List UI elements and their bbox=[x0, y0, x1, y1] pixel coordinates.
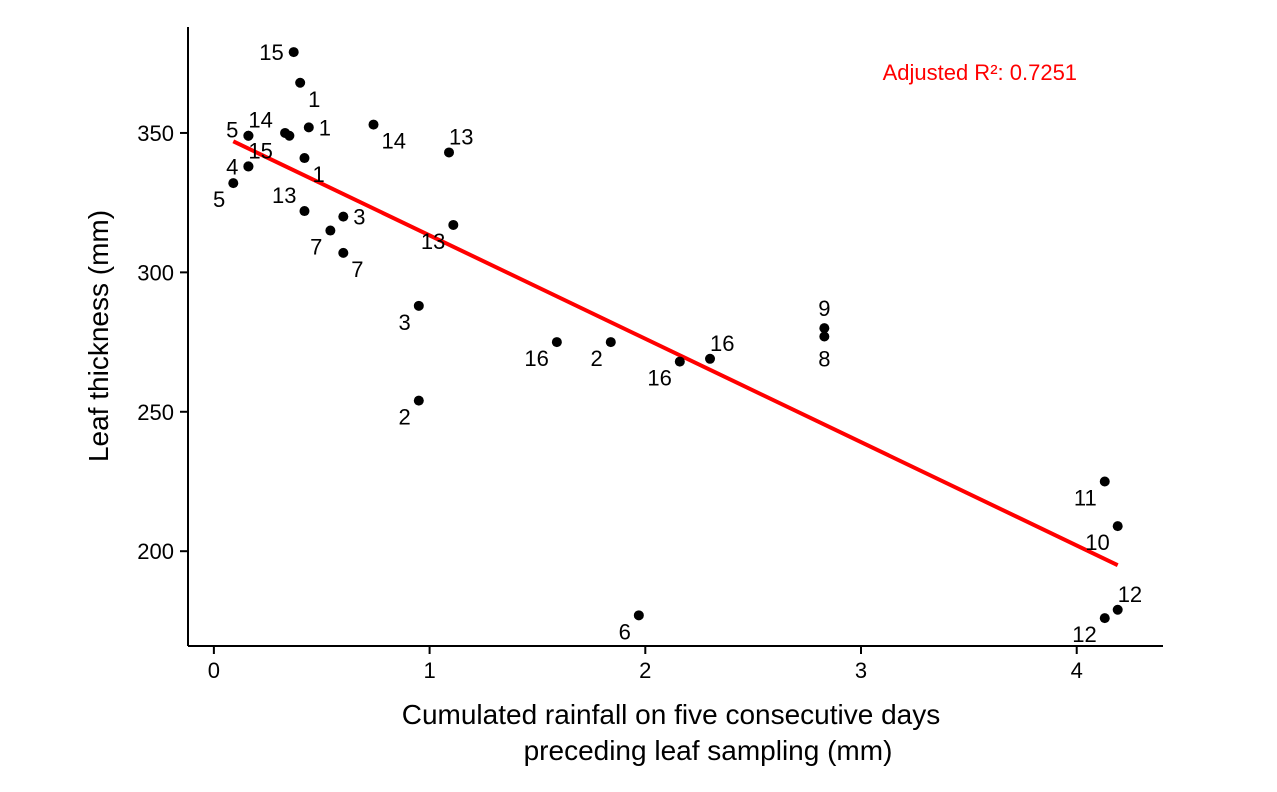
point-label-7: 14 bbox=[382, 129, 406, 154]
point-label-20: 16 bbox=[524, 346, 548, 371]
data-point-17 bbox=[448, 219, 459, 230]
data-point-26 bbox=[1099, 476, 1110, 487]
data-point-6 bbox=[284, 130, 295, 141]
data-point-1 bbox=[295, 77, 306, 88]
data-point-16 bbox=[338, 247, 349, 258]
point-label-15: 7 bbox=[310, 235, 322, 260]
data-point-23 bbox=[705, 353, 716, 364]
point-label-28: 12 bbox=[1118, 582, 1142, 607]
y-tick-label-2: 300 bbox=[137, 260, 174, 285]
data-point-20 bbox=[551, 337, 562, 348]
x-tick-label-2: 2 bbox=[639, 658, 651, 683]
data-point-29 bbox=[1099, 613, 1110, 624]
data-point-19 bbox=[413, 395, 424, 406]
x-ticks: 0 1 2 3 4 bbox=[208, 646, 1083, 683]
data-point-10 bbox=[243, 161, 254, 172]
data-point-7 bbox=[368, 119, 379, 130]
point-label-11: 1 bbox=[312, 162, 324, 187]
data-point-11 bbox=[299, 153, 310, 164]
point-label-19: 2 bbox=[399, 405, 411, 430]
point-label-8: 13 bbox=[449, 124, 473, 149]
point-label-14: 3 bbox=[353, 205, 365, 230]
point-label-21: 2 bbox=[591, 346, 603, 371]
point-label-17: 13 bbox=[421, 229, 445, 254]
data-point-2 bbox=[303, 122, 314, 133]
point-label-1: 1 bbox=[308, 87, 320, 112]
y-axis-title: Leaf thickness (mm) bbox=[83, 210, 114, 462]
point-label-23: 16 bbox=[710, 331, 734, 356]
y-tick-label-0: 200 bbox=[137, 539, 174, 564]
point-label-0: 15 bbox=[259, 40, 283, 65]
data-point-13 bbox=[299, 206, 310, 217]
data-point-22 bbox=[674, 356, 685, 367]
y-ticks: 200 250 300 350 bbox=[137, 121, 188, 564]
r2-annotation: Adjusted R²: 0.7251 bbox=[883, 60, 1077, 85]
x-tick-label-3: 3 bbox=[855, 658, 867, 683]
point-label-27: 10 bbox=[1085, 530, 1109, 555]
point-label-30: 6 bbox=[619, 619, 631, 644]
point-label-13: 13 bbox=[272, 183, 296, 208]
point-label-25: 8 bbox=[818, 347, 830, 372]
data-point-25 bbox=[819, 331, 830, 342]
point-label-24: 9 bbox=[818, 296, 830, 321]
point-label-3: 5 bbox=[226, 118, 238, 143]
point-label-4: 14 bbox=[248, 108, 272, 133]
data-points bbox=[228, 47, 1123, 624]
point-label-2: 1 bbox=[319, 115, 331, 140]
data-point-4 bbox=[243, 130, 254, 141]
data-point-8 bbox=[444, 147, 455, 158]
x-tick-label-1: 1 bbox=[423, 658, 435, 683]
regression-line bbox=[232, 139, 1119, 567]
data-point-18 bbox=[413, 300, 424, 311]
data-point-28 bbox=[1112, 604, 1123, 615]
point-label-16: 7 bbox=[351, 257, 363, 282]
data-point-15 bbox=[325, 225, 336, 236]
point-label-12: 5 bbox=[213, 187, 225, 212]
point-label-29: 12 bbox=[1072, 622, 1096, 647]
point-label-9: 4 bbox=[226, 154, 238, 179]
y-tick-label-1: 250 bbox=[137, 400, 174, 425]
y-tick-label-3: 350 bbox=[137, 121, 174, 146]
data-point-0 bbox=[288, 47, 299, 58]
point-label-22: 16 bbox=[647, 366, 671, 391]
x-tick-label-4: 4 bbox=[1071, 658, 1083, 683]
data-point-27 bbox=[1112, 521, 1123, 532]
data-point-24 bbox=[819, 323, 830, 334]
x-axis-title-line-1: Cumulated rainfall on five consecutive d… bbox=[402, 699, 941, 730]
x-tick-label-0: 0 bbox=[208, 658, 220, 683]
data-point-12 bbox=[228, 178, 239, 189]
data-point-21 bbox=[605, 337, 616, 348]
point-label-18: 3 bbox=[399, 310, 411, 335]
point-label-10: 15 bbox=[248, 138, 272, 163]
point-label-26: 11 bbox=[1074, 485, 1097, 510]
data-point-14 bbox=[338, 211, 349, 222]
x-axis-title-line-2: preceding leaf sampling (mm) bbox=[524, 735, 893, 766]
data-point-30 bbox=[633, 610, 644, 621]
